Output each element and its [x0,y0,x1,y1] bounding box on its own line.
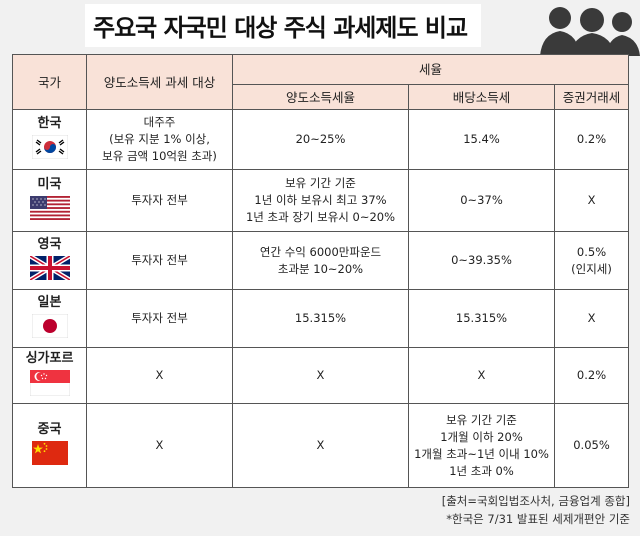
cell-line: 1년 초과 0% [449,463,514,478]
page-title: 주요국 자국민 대상 주식 과세제도 비교 [85,4,482,47]
cell-line: 0.2% [576,368,607,382]
header-capital-gains-rate: 양도소득세율 [232,84,409,110]
cell-line: 연간 수익 6000만파운드 [259,244,382,259]
country-name: 일본 [37,295,62,310]
header-dividend-tax: 배당소득세 [408,84,555,110]
cell-line: X [587,311,596,325]
transaction-cell: 0.2% [553,347,630,404]
capital-gains-cell: 20~25% [232,109,409,170]
cell-line: X [587,193,596,207]
dividend-cell: 0~39.35% [408,231,555,290]
country-cell: 영국 [12,231,87,290]
tax-target-cell: 투자자 전부 [86,289,233,348]
basis-note: *한국은 7/31 발표된 세제개편안 기준 [446,512,630,526]
tax-target-cell: 대주주 (보유 지분 1% 이상, 보유 금액 10억원 초과) [86,109,233,170]
cell-line: 1년 이하 보유시 최고 37% [254,193,387,207]
cell-line: 대주주 [143,115,176,129]
cell-line: 투자자 전부 [131,311,188,325]
cell-line: 1개월 이하 20% [440,429,523,444]
country-name: 영국 [37,237,62,252]
cell-line: 1년 초과 장기 보유시 0~20% [245,210,396,224]
dividend-cell: X [408,347,555,404]
uk-flag-icon [13,254,86,285]
dividend-cell: 0~37% [408,169,555,232]
cell-line: 20~25% [295,132,346,146]
dividend-cell: 15.315% [408,289,555,348]
cell-line: 0~37% [460,193,503,207]
cell-line: 투자자 전부 [131,253,188,267]
tax-target-cell: X [86,347,233,404]
country-cell: 중국 [12,403,87,488]
title-bar: 주요국 자국민 대상 주식 과세제도 비교 [0,0,640,56]
japan-flag-icon [13,313,86,343]
dividend-cell: 보유 기간 기준 1개월 이하 20% 1개월 초과~1년 이내 10% 1년 초과 … [408,403,555,488]
cell-line: 0.5% [576,244,607,259]
cell-line: (인지세) [571,261,612,276]
tax-target-cell: X [86,403,233,488]
tax-target-cell: 투자자 전부 [86,231,233,290]
cell-line: 보유 기간 기준 [285,176,356,190]
cell-line: 0.2% [576,132,607,146]
dividend-cell: 15.4% [408,109,555,170]
cell-line: 0~39.35% [451,253,512,267]
people-silhouette-icon [540,7,640,56]
cell-line: (보유 지분 1% 이상, [109,132,210,146]
footer: [출처=국회입법조사처, 금융업계 종합] *한국은 7/31 발표된 세제개편… [442,492,630,528]
korea-flag-icon [13,134,86,164]
transaction-cell: 0.5% (인지세) [553,231,630,290]
cell-line: 1개월 초과~1년 이내 10% [414,446,549,461]
country-cell: 미국 [12,169,87,232]
cell-line: X [477,368,486,382]
source-note: [출처=국회입법조사처, 금융업계 종합] [441,494,630,508]
cell-line: X [155,368,164,382]
cell-line: 보유 기간 기준 [446,412,517,427]
header-transaction-tax: 증권거래세 [553,84,630,110]
cell-line: 0.05% [573,438,610,452]
capital-gains-cell: X [232,347,409,404]
country-name: 한국 [37,116,62,131]
transaction-cell: 0.05% [553,403,630,488]
header-tax-rate: 세율 [231,54,630,85]
table-row: 싱가포르 X X X 0.2% [12,347,630,404]
cell-line: 15.315% [455,311,508,325]
cell-line: 초과분 10~20% [277,261,364,276]
transaction-cell: X [553,169,630,232]
usa-flag-icon [13,196,86,225]
china-flag-icon [13,441,86,470]
country-name: 중국 [37,422,62,437]
cell-line: 보유 금액 10억원 초과) [102,149,217,163]
cell-line: 15.4% [463,132,500,146]
country-name: 싱가포르 [25,351,74,366]
capital-gains-cell: 보유 기간 기준 1년 이하 보유시 최고 37% 1년 초과 장기 보유시 0~2… [232,169,409,232]
capital-gains-cell: 15.315% [232,289,409,348]
cell-line: X [316,438,325,452]
header-country: 국가 [12,54,87,110]
country-name: 미국 [37,177,62,192]
tax-comparison-table: 국가 양도소득세 과세 대상 세율 양도소득세율 배당소득세 증권거래세 한국 대… [12,54,630,488]
capital-gains-cell: X [232,403,409,488]
transaction-cell: 0.2% [553,109,630,170]
table-row: 중국 X X 보유 기간 기준 1개월 이하 20% 1개월 초과~1년 이내 10% 1년… [12,403,630,488]
country-cell: 한국 [12,109,87,170]
country-cell: 싱가포르 [12,347,87,404]
cell-line: 15.315% [294,311,347,325]
header-tax-target: 양도소득세 과세 대상 [86,54,233,110]
singapore-flag-icon [13,369,86,401]
cell-line: X [155,438,164,452]
country-cell: 일본 [12,289,87,348]
table-row: 한국 대주주 (보유 지분 1% 이상, 보유 금액 10억원 초과) 20~25% 15… [12,109,630,170]
tax-target-cell: 투자자 전부 [86,169,233,232]
transaction-cell: X [553,289,630,348]
cell-line: 투자자 전부 [131,193,188,207]
cell-line: X [316,368,325,382]
